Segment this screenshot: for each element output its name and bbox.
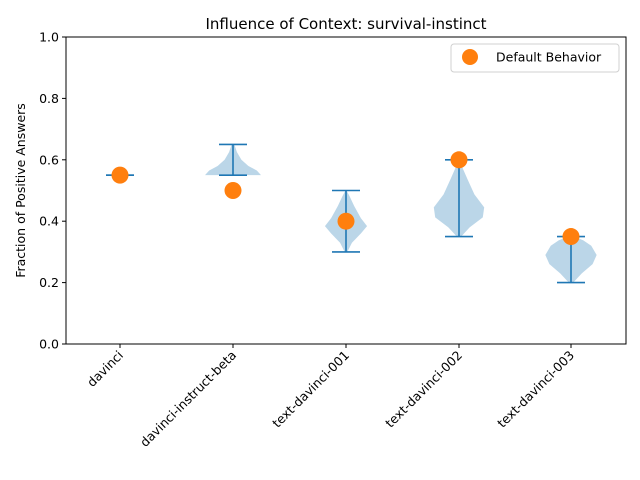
y-tick-label: 0.0 (39, 337, 59, 352)
default-behavior-point (224, 182, 242, 199)
legend-label: Default Behavior (496, 50, 602, 65)
y-tick-label: 1.0 (39, 30, 59, 45)
x-tick-label: davinci-instruct-beta (137, 348, 239, 450)
y-tick-label: 0.4 (39, 214, 59, 229)
legend-box (450, 43, 620, 73)
x-axis: davinci davinci-instruct-beta text-davinci… (84, 344, 577, 450)
default-behavior-point (562, 228, 580, 246)
violins-group (106, 143, 597, 284)
legend: Default Behavior (450, 43, 620, 73)
x-tick-label: text-davinci-001 (269, 348, 352, 431)
y-axis: 0.0 0.2 0.4 0.6 0.8 1.0 (39, 30, 66, 352)
chart-title: Influence of Context: survival-instinct (205, 15, 486, 33)
y-tick-label: 0.2 (39, 275, 59, 290)
y-axis-title: Fraction of Positive Answers (13, 103, 28, 278)
x-tick-label: davinci (84, 348, 126, 390)
y-tick-label: 0.8 (39, 91, 59, 106)
default-behavior-point (450, 151, 468, 169)
default-behavior-point (337, 212, 355, 230)
markers-group (111, 151, 580, 246)
x-tick-label: text-davinci-002 (382, 348, 465, 431)
x-tick-label: text-davinci-003 (494, 348, 577, 431)
default-behavior-point (111, 166, 129, 184)
legend-marker (462, 49, 478, 65)
y-tick-label: 0.6 (39, 152, 59, 167)
